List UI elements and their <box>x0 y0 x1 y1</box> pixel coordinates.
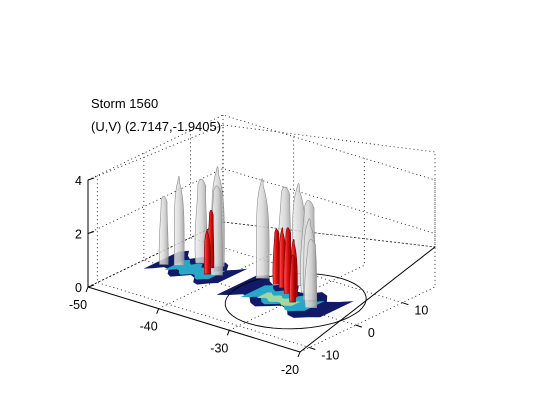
y-tick-mark <box>309 347 316 350</box>
z-tick-mark <box>87 284 95 288</box>
z-tick-label: 0 <box>75 281 82 295</box>
chart-title: Storm 1560 (U,V) (2.7147,-1.9405) <box>91 96 221 134</box>
y-tick-label: 10 <box>414 304 428 318</box>
core-isosurface-plume <box>203 229 212 275</box>
x-tick-label: -30 <box>210 341 228 355</box>
z-tick-mark <box>87 177 95 181</box>
x-tick-mark <box>297 351 301 358</box>
z-tick-mark <box>87 231 95 234</box>
core-isosurface <box>203 209 298 303</box>
outer-isosurface-plume <box>173 175 185 266</box>
y-tick-label: 0 <box>368 326 375 340</box>
y-axis-line <box>299 246 436 353</box>
y-tick-mark <box>402 302 409 306</box>
x-tick-label: -20 <box>281 363 299 377</box>
y-tick-mark <box>355 324 363 328</box>
title-line-2: (U,V) (2.7147,-1.9405) <box>91 119 221 134</box>
storm-outline-ellipse <box>224 273 367 330</box>
outer-isosurface-plume <box>255 178 270 279</box>
outer-isosurface-plume <box>304 239 318 308</box>
base-cluster-east-light <box>256 292 301 306</box>
back-panel-frame <box>222 124 436 248</box>
surface-base-layer <box>143 250 354 318</box>
x-tick-mark <box>156 308 160 314</box>
left-panel-frame <box>87 124 224 288</box>
core-isosurface-plume <box>289 254 296 303</box>
tick-marks <box>85 177 409 358</box>
outer-isosurface-plume <box>158 195 169 265</box>
x-tick-mark <box>226 330 230 336</box>
x-axis-line <box>87 286 301 353</box>
x-tick-mark <box>85 286 89 293</box>
tick-labels: -50 -40 -30 -20 -10 0 10 0 2 4 <box>69 174 428 377</box>
y-tick-label: -10 <box>321 349 339 363</box>
x-tick-label: -40 <box>140 320 158 334</box>
title-line-1: Storm 1560 <box>91 96 158 111</box>
z-tick-label: 4 <box>75 174 82 188</box>
z-tick-label: 2 <box>75 228 82 242</box>
core-isosurface-plume <box>272 228 280 285</box>
x-tick-label: -50 <box>69 298 87 312</box>
storm-outline <box>224 273 367 330</box>
